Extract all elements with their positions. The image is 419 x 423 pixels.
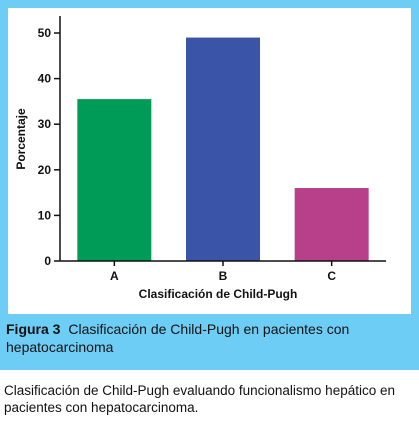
x-tick-label: B	[219, 269, 228, 283]
figure-description: Clasificación de Child-Pugh evaluando fu…	[4, 383, 395, 415]
bar-b	[186, 37, 260, 262]
bars-group	[77, 37, 369, 262]
x-tick-label: C	[327, 269, 336, 283]
bar-c	[294, 188, 369, 261]
y-tick-label: 40	[38, 72, 52, 86]
y-axis-title: Porcentaje	[14, 108, 28, 170]
bar-chart: 0 10 20 30 40 50 A B C Porcentaje Clasificación…	[8, 8, 411, 314]
y-tick-label: 20	[38, 163, 52, 177]
figure-caption: Figura 3 Clasificación de Child-Pugh en …	[6, 320, 414, 356]
y-tick-label: 0	[44, 254, 51, 268]
bar-a	[77, 99, 152, 262]
y-tick-label: 10	[38, 208, 52, 222]
y-ticks-group: 0 10 20 30 40 50	[38, 26, 60, 268]
x-labels-group: A B C	[110, 261, 336, 283]
x-tick-label: A	[110, 269, 119, 283]
figure-caption-text: Clasificación de Child-Pugh en pacientes…	[6, 321, 350, 355]
figure-panel: 0 10 20 30 40 50 A B C Porcentaje Clasificación…	[0, 0, 419, 370]
figure-label: Figura 3	[6, 321, 61, 337]
x-axis-title: Clasificación de Child-Pugh	[139, 287, 298, 301]
y-tick-label: 50	[38, 26, 52, 40]
y-tick-label: 30	[38, 117, 52, 131]
